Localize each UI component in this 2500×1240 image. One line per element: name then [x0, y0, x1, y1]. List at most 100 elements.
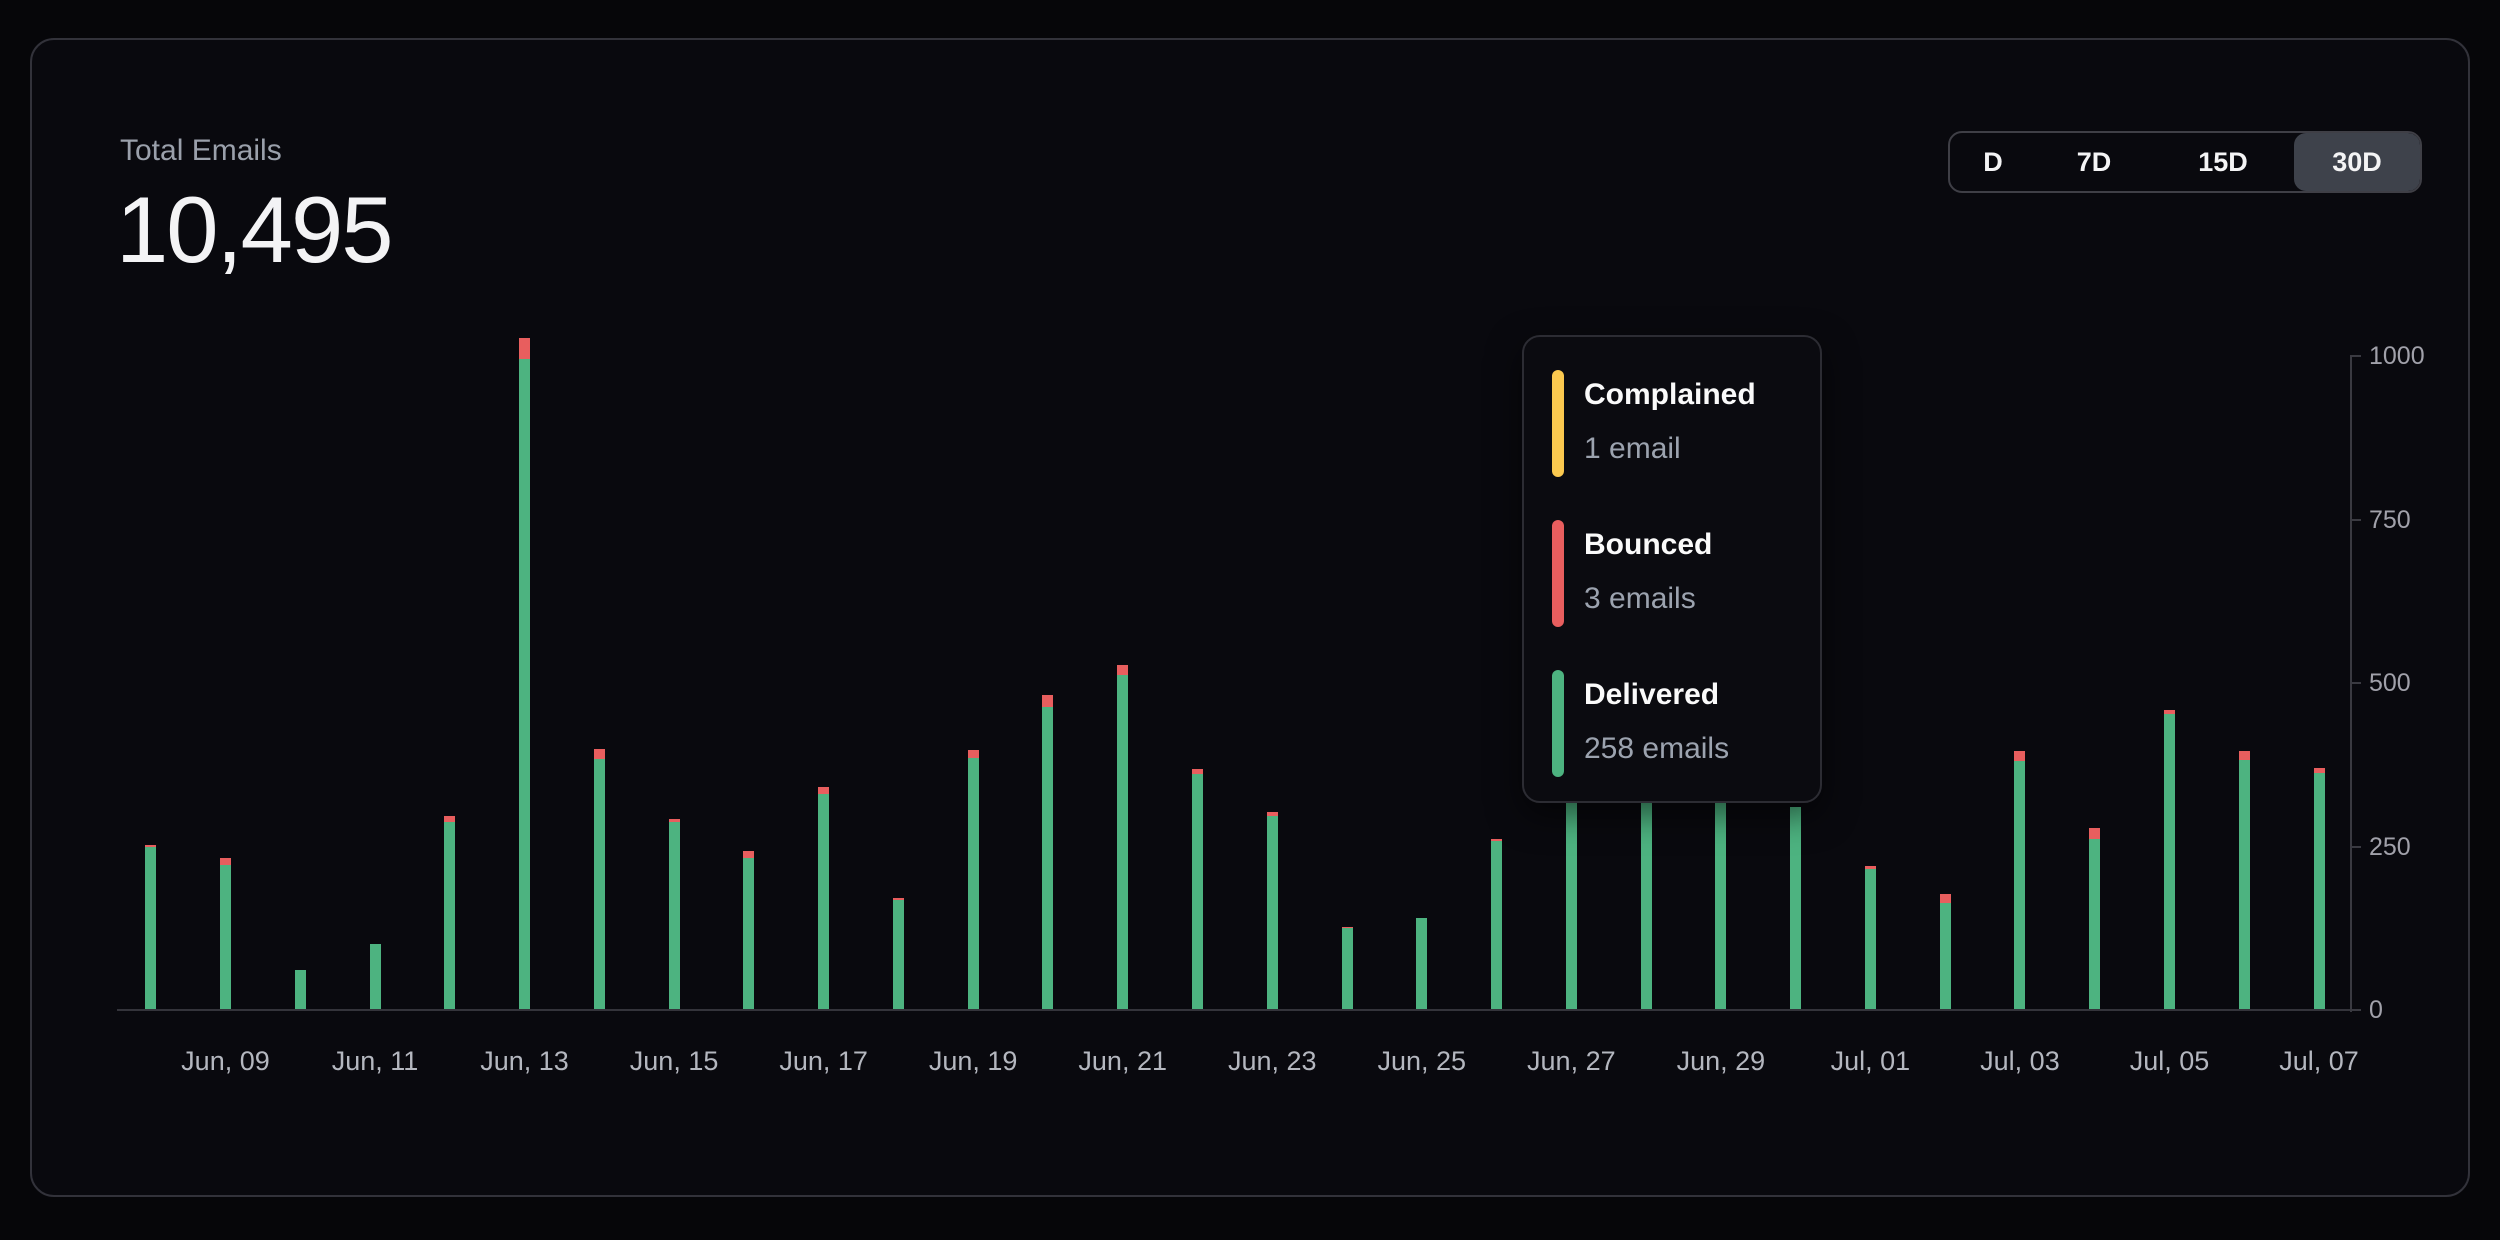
bounced-segment: [2163, 710, 2175, 714]
delivered-segment: [2089, 838, 2101, 1010]
bounced-segment: [1117, 664, 1129, 676]
card-title: Total Emails: [120, 134, 282, 167]
tooltip-row-bounced: Bounced 3 emails: [1552, 520, 1712, 627]
delivered-swatch: [1552, 670, 1564, 777]
bar-jun-13[interactable]: [519, 338, 531, 1010]
bounced-segment: [2089, 827, 2101, 839]
bar-jun-11[interactable]: [369, 943, 381, 1010]
delivered-segment: [219, 864, 231, 1010]
bounced-segment: [1042, 695, 1054, 708]
tooltip-row-delivered: Delivered 258 emails: [1552, 670, 1729, 777]
bar-jun-28[interactable]: [1640, 788, 1652, 1010]
x-axis-label: Jun, 19: [928, 1046, 1018, 1076]
delivered-segment: [294, 970, 306, 1010]
bounced-segment: [1491, 839, 1503, 842]
bar-jun-23[interactable]: [1266, 811, 1278, 1010]
x-axis-label: Jul, 01: [1830, 1046, 1911, 1076]
delivered-segment: [668, 821, 680, 1010]
y-axis-tick-label: 750: [2369, 505, 2411, 534]
range-option-d[interactable]: D: [1983, 146, 2003, 177]
emails-bar-chart: [117, 338, 2352, 1010]
x-axis-label: Jun, 25: [1377, 1046, 1467, 1076]
bounced-segment: [967, 750, 979, 758]
delivered-segment: [743, 857, 755, 1010]
bar-jul-06[interactable]: [2238, 751, 2250, 1010]
delivered-segment: [1939, 903, 1951, 1010]
x-axis-line: [117, 1009, 2352, 1011]
bounced-segment: [668, 819, 680, 822]
bar-jun-24[interactable]: [1341, 926, 1353, 1010]
bounced-segment: [1864, 866, 1876, 870]
total-emails-card: Total Emails 10,495 D 7D 15D 30D 0 250 500…: [30, 38, 2470, 1197]
bounced-segment: [818, 787, 830, 795]
delivered-segment: [1341, 928, 1353, 1010]
bar-jul-07[interactable]: [2313, 768, 2325, 1010]
y-axis-tick: [2350, 682, 2361, 684]
bar-jun-10[interactable]: [294, 970, 306, 1010]
delivered-segment: [2313, 772, 2325, 1010]
bar-jul-05[interactable]: [2163, 710, 2175, 1010]
delivered-segment: [1416, 918, 1428, 1010]
bounced-segment: [519, 338, 531, 360]
bounced-segment: [1191, 769, 1203, 774]
tooltip-series-value: 3 emails: [1584, 582, 1696, 615]
y-axis-tick: [2350, 1009, 2361, 1011]
range-option-15d[interactable]: 15D: [2198, 146, 2248, 177]
bar-jun-29[interactable]: [1715, 796, 1727, 1010]
delivered-segment: [1790, 806, 1802, 1010]
chart-tooltip: Complained 1 email Bounced 3 emails Deli…: [1522, 335, 1822, 803]
bounced-segment: [145, 844, 157, 847]
bar-jun-20[interactable]: [1042, 695, 1054, 1010]
bar-jul-01[interactable]: [1864, 866, 1876, 1010]
x-axis-label: Jun, 23: [1227, 1046, 1317, 1076]
y-axis-tick-label: 500: [2369, 669, 2411, 697]
bar-jun-25[interactable]: [1416, 918, 1428, 1010]
y-axis-tick-label: 250: [2369, 832, 2411, 861]
tooltip-row-complained: Complained 1 email: [1552, 370, 1756, 477]
bar-jun-09[interactable]: [219, 857, 231, 1010]
total-emails-value: 10,495: [116, 177, 394, 282]
x-axis-label: Jul, 07: [2279, 1046, 2359, 1076]
bar-jun-18[interactable]: [892, 898, 904, 1010]
x-axis-label: Jun, 17: [779, 1046, 868, 1076]
x-axis-label: Jun, 13: [480, 1046, 569, 1076]
bounced-segment: [593, 749, 605, 759]
bar-jul-04[interactable]: [2089, 827, 2101, 1010]
tooltip-series-value: 1 email: [1584, 432, 1681, 465]
tooltip-series-name: Delivered: [1584, 678, 1720, 711]
bar-jun-17[interactable]: [818, 787, 830, 1010]
delivered-segment: [892, 900, 904, 1010]
x-axis-labels: Jun, 09 Jun, 11 Jun, 13 Jun, 15 Jun, 17 Jun, …: [117, 1046, 2417, 1086]
bar-jul-03[interactable]: [2014, 751, 2026, 1010]
bar-jun-15[interactable]: [668, 819, 680, 1010]
bar-jun-08[interactable]: [145, 844, 157, 1010]
delivered-segment: [1640, 788, 1652, 1010]
y-axis-tick-label: 1000: [2369, 342, 2425, 370]
bar-jun-16[interactable]: [743, 851, 755, 1010]
range-option-30d[interactable]: 30D: [2294, 133, 2420, 191]
bar-jun-12[interactable]: [444, 816, 456, 1010]
y-axis: 0 250 500 750 1000: [2350, 342, 2460, 1024]
delivered-segment: [1864, 869, 1876, 1010]
y-axis-line: [2350, 356, 2352, 1012]
bar-jun-30[interactable]: [1790, 806, 1802, 1010]
bar-jun-22[interactable]: [1191, 769, 1203, 1010]
bar-jun-26[interactable]: [1491, 838, 1503, 1010]
bar-jun-27[interactable]: [1565, 779, 1577, 1010]
bar-jun-19[interactable]: [967, 750, 979, 1010]
delivered-segment: [1715, 796, 1727, 1010]
time-range-selector: D 7D 15D 30D: [1948, 131, 2422, 193]
delivered-segment: [1191, 773, 1203, 1010]
bar-jul-02[interactable]: [1939, 893, 1951, 1010]
delivered-segment: [519, 359, 531, 1010]
bar-jun-14[interactable]: [593, 749, 605, 1010]
complained-segment: [1491, 838, 1503, 840]
range-option-7d[interactable]: 7D: [2076, 146, 2112, 177]
y-axis-tick-label: 0: [2369, 996, 2383, 1024]
delivered-segment: [1266, 816, 1278, 1010]
bounced-segment: [1939, 893, 1951, 904]
bar-jun-21[interactable]: [1117, 664, 1129, 1010]
bounced-segment: [2238, 751, 2250, 761]
bounced-segment: [1266, 811, 1278, 817]
x-axis-label: Jun, 11: [331, 1046, 419, 1076]
